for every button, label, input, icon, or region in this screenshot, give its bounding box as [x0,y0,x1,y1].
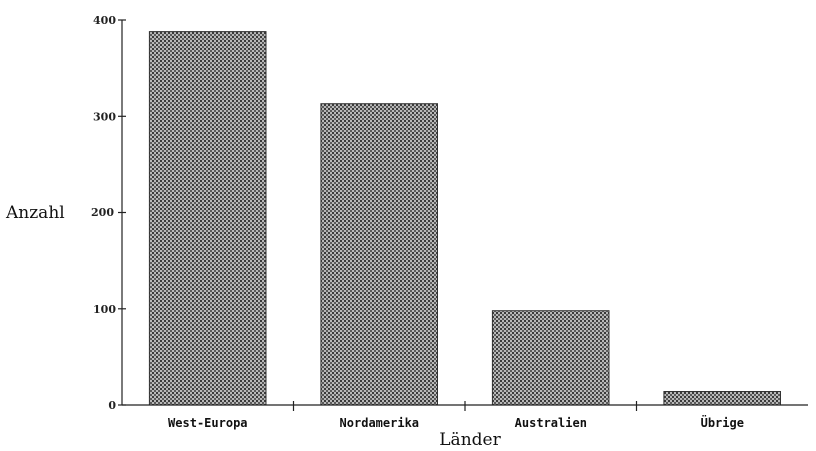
y-ticks-group: 0 100 300 400 [93,14,126,412]
x-axis-title: Länder [439,430,501,450]
y-tick-label-400: 400 [93,14,116,27]
bar-2 [491,310,610,406]
x-tick-label-0: West-Europa [168,416,247,430]
bar-3 [663,391,782,406]
bar-1 [320,103,438,406]
x-labels-group: West-Europa Nordamerika Australien Übrige [168,415,744,430]
y-tick-label-0: 0 [108,399,116,412]
y-tick-label-200: 200 [91,206,114,219]
x-ticks-group [292,401,638,411]
bar-0 [148,31,267,406]
bars-group [148,31,782,406]
y-tick-label-100: 100 [93,303,116,316]
y-axis-title: Anzahl [5,203,65,223]
x-tick-label-1: Nordamerika [340,416,419,430]
x-tick-label-2: Australien [515,416,587,430]
y-tick-label-300: 300 [93,110,116,123]
x-tick-label-3: Übrige [701,415,744,430]
